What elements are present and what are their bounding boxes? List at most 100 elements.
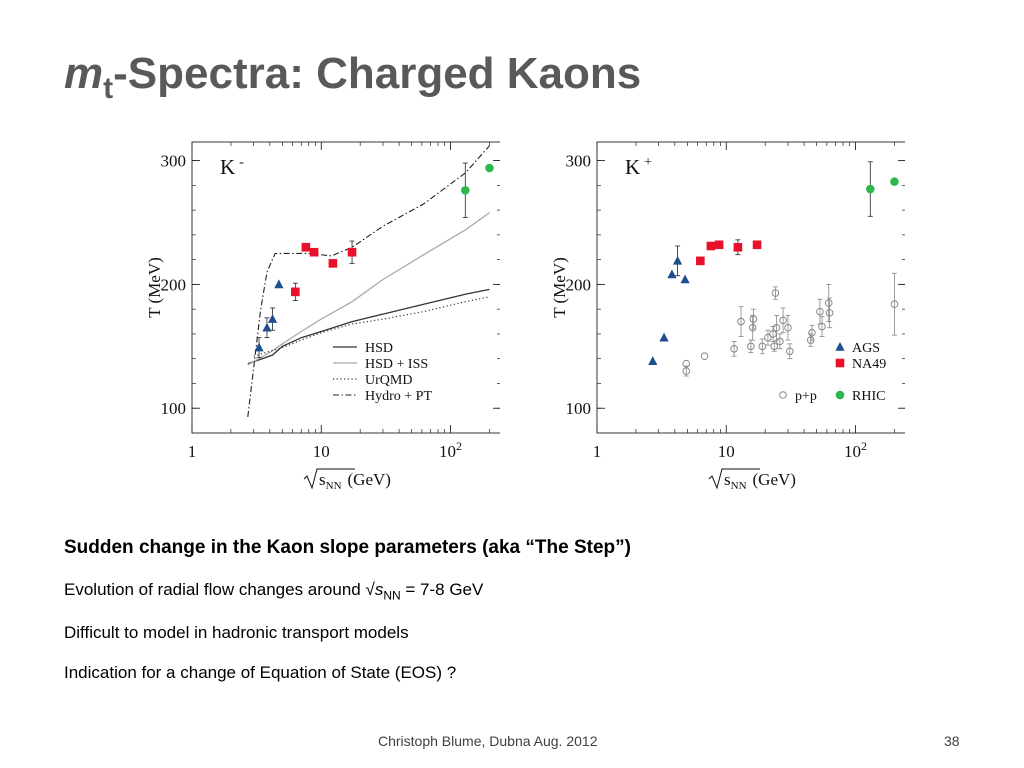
legend-label: UrQMD: [365, 373, 412, 388]
x-tick-label: 1: [188, 442, 197, 461]
title-subscript: t: [103, 72, 114, 105]
legend-marker: [835, 358, 845, 368]
p-p-point: [776, 337, 784, 346]
y-axis-label: T (MeV): [550, 257, 569, 318]
ags-point: [667, 269, 677, 279]
p-p-point: [784, 323, 792, 332]
p-p-point: [682, 359, 691, 368]
x-tick-label: 1: [593, 442, 602, 461]
bullet-radial-flow-sub: NN: [383, 588, 401, 603]
x-tick-label: 10: [718, 442, 735, 461]
p-p-point: [770, 342, 779, 351]
y-tick-label: 300: [161, 152, 187, 171]
bullet-radial-flow-value: = 7-8 GeV: [400, 580, 484, 599]
na49-point: [347, 247, 357, 257]
y-tick-label: 100: [161, 399, 187, 418]
title-text: -Spectra: Charged Kaons: [113, 49, 642, 98]
ags-point: [262, 322, 272, 332]
curve-hsd: [247, 288, 490, 365]
rhic-point: [460, 185, 470, 195]
y-axis-label: T (MeV): [145, 257, 164, 318]
p-p-point: [747, 342, 755, 351]
slide-title: mt-Spectra: Charged Kaons: [64, 52, 641, 104]
p-p-point: [737, 317, 745, 326]
na49-point: [328, 259, 338, 268]
ags-point: [680, 274, 690, 284]
na49-point: [696, 256, 705, 266]
x-tick-label: 10: [313, 442, 330, 461]
bullet-transport-models: Difficult to model in hadronic transport…: [64, 623, 409, 643]
ags-point: [672, 255, 683, 265]
na49-point: [752, 240, 762, 250]
p-p-point: [700, 352, 709, 361]
curve-urqmd: [253, 296, 490, 357]
ags-point: [648, 356, 658, 365]
curve-hsd-iss: [247, 212, 490, 366]
plot-frame: [191, 141, 500, 434]
legend-label: Hydro + PT: [365, 389, 432, 404]
plot-frame: [596, 141, 905, 434]
ags-point: [254, 342, 264, 352]
footer-credit: Christoph Blume, Dubna Aug. 2012: [378, 733, 598, 749]
p-p-point: [824, 299, 833, 307]
p-p-point: [785, 347, 794, 356]
y-tick-label: 300: [566, 152, 592, 171]
legend-label: RHIC: [852, 389, 885, 404]
legend-marker: [835, 390, 845, 400]
x-tick-label: 102: [844, 439, 867, 461]
kminus-chart: 1 10 102 100 200 300 T (MeV) sNN (GeV) K - HSD HSD +…: [140, 128, 500, 496]
title-m: m: [64, 49, 104, 98]
p-p-point: [816, 307, 824, 316]
sqrt-symbol: [303, 468, 355, 490]
na49-point: [291, 287, 300, 297]
ags-point: [659, 332, 669, 342]
p-p-point: [771, 289, 780, 297]
na49-point: [733, 242, 743, 252]
y-tick-label: 200: [566, 275, 592, 294]
curve-hydro-pt: [247, 145, 490, 417]
y-tick-label: 100: [566, 399, 592, 418]
p-p-point: [779, 316, 787, 325]
curves-group: [247, 145, 490, 417]
sqrt-symbol: [708, 468, 760, 490]
rhic-point: [485, 163, 494, 173]
legend-label: p+p: [795, 389, 817, 404]
p-p-point: [772, 323, 781, 332]
p-p-point: [764, 333, 772, 342]
ags-point: [267, 314, 278, 323]
p-p-point: [748, 323, 757, 332]
p-p-point: [730, 344, 738, 353]
bullet-step: Sudden change in the Kaon slope paramete…: [64, 537, 631, 558]
kplus-chart: 1 10 102 100 200 300 T (MeV) sNN (GeV) K + AGS NA49 p…: [545, 128, 905, 496]
legend-marker: [779, 391, 787, 399]
p-p-point: [818, 322, 826, 331]
bullet-radial-flow-text: Evolution of radial flow changes around …: [64, 580, 375, 599]
na49-point: [714, 240, 724, 250]
p-p-point: [890, 300, 899, 309]
p-p-point: [808, 328, 816, 337]
bullet-list: Sudden change in the Kaon slope paramete…: [64, 538, 964, 704]
bullet-radial-flow-s: s: [374, 580, 384, 599]
p-p-point: [758, 342, 767, 351]
panel-label: K-: [220, 155, 244, 179]
p-p-point: [682, 367, 691, 375]
legend-label: NA49: [852, 357, 886, 372]
rhic-point: [890, 177, 899, 186]
x-tick-label: 102: [439, 439, 462, 461]
legend-marker: [835, 342, 845, 351]
bullet-eos: Indication for a change of Equation of S…: [64, 663, 457, 683]
legend-label: HSD: [365, 341, 393, 356]
ags-point: [274, 279, 284, 289]
panel-label: K +: [625, 155, 652, 179]
x-axis-label: sNN (GeV): [319, 470, 391, 492]
x-axis-label: sNN (GeV): [724, 470, 796, 492]
rhic-point: [865, 184, 875, 194]
p-p-point: [749, 315, 758, 323]
y-tick-label: 200: [161, 275, 187, 294]
na49-point: [706, 241, 716, 251]
page-number: 38: [944, 733, 960, 749]
legend-label: HSD + ISS: [365, 357, 428, 372]
bullet-radial-flow: Evolution of radial flow changes around …: [64, 581, 964, 601]
